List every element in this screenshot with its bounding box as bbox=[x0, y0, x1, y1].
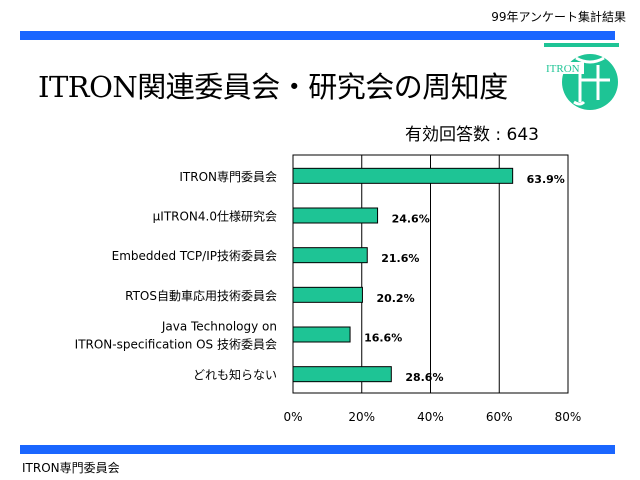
bar bbox=[292, 247, 368, 264]
category-label: どれも知らない bbox=[193, 368, 277, 382]
bar bbox=[292, 366, 392, 383]
bar-value-label: 21.6% bbox=[381, 252, 419, 265]
bar-value-label: 16.6% bbox=[364, 332, 402, 345]
bar bbox=[292, 286, 363, 303]
x-tick-label: 40% bbox=[417, 410, 444, 424]
bar-value-label: 63.9% bbox=[527, 173, 565, 186]
top-band bbox=[20, 31, 615, 40]
x-tick-label: 60% bbox=[486, 410, 513, 424]
survey-note: 99年アンケート集計結果 bbox=[491, 10, 626, 24]
x-tick-label: 20% bbox=[348, 410, 375, 424]
itron-logo: ITRON bbox=[540, 40, 620, 112]
bar-value-label: 20.2% bbox=[376, 292, 414, 305]
page-title: ITRON関連委員会・研究会の周知度 bbox=[38, 70, 508, 104]
x-tick-label: 0% bbox=[283, 410, 302, 424]
x-tick-label: 80% bbox=[555, 410, 582, 424]
category-label: ITRON専門委員会 bbox=[179, 170, 277, 184]
bar bbox=[292, 167, 514, 184]
bar bbox=[292, 207, 379, 224]
footer-label: ITRON専門委員会 bbox=[22, 461, 120, 475]
bar bbox=[292, 326, 351, 343]
bar-value-label: 28.6% bbox=[405, 371, 443, 384]
bar-chart: 0% 20% 40% 60% 80% 63.9% ITRON専門委員会 24.6% μITRON… bbox=[75, 154, 582, 424]
response-count: 有効回答数 : 643 bbox=[405, 125, 539, 145]
category-label: RTOS自動車応用技術委員会 bbox=[125, 289, 277, 303]
category-label: ITRON-specification OS 技術委員会 bbox=[75, 338, 277, 352]
logo-text: ITRON bbox=[546, 63, 580, 75]
bottom-band bbox=[20, 445, 615, 454]
bar-value-label: 24.6% bbox=[392, 213, 430, 226]
category-label: Java Technology on bbox=[161, 320, 277, 334]
category-label: Embedded TCP/IP技術委員会 bbox=[112, 249, 277, 263]
category-label: μITRON4.0仕様研究会 bbox=[153, 209, 277, 224]
